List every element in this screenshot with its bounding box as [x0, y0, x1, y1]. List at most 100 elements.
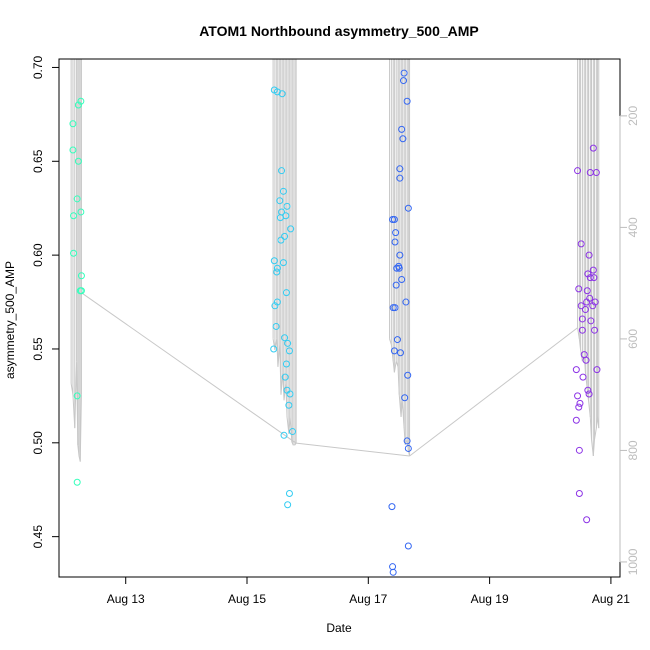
- data-point: [388, 503, 396, 511]
- data-point: [591, 326, 599, 334]
- x-tick-label: Aug 17: [349, 592, 387, 606]
- data-point: [396, 349, 404, 357]
- data-point: [575, 403, 583, 411]
- y2-tick-label: 600: [626, 329, 640, 349]
- data-point: [271, 302, 279, 310]
- data-point: [396, 174, 404, 182]
- data-point: [276, 197, 284, 205]
- y-axis-label: asymmetry_500_AMP: [3, 261, 17, 379]
- data-point: [584, 386, 592, 394]
- data-point: [590, 274, 598, 282]
- data-point: [284, 339, 292, 347]
- data-point: [401, 394, 409, 402]
- data-point: [70, 212, 78, 220]
- data-point: [278, 167, 286, 175]
- data-point: [390, 347, 398, 355]
- data-point: [583, 516, 591, 524]
- data-point: [577, 240, 585, 248]
- data-point: [278, 90, 286, 98]
- data-point: [398, 276, 406, 284]
- y-tick-label: 0.55: [31, 337, 45, 361]
- data-point: [277, 236, 285, 244]
- data-point: [593, 366, 601, 374]
- data-point: [73, 195, 81, 203]
- data-point: [270, 257, 278, 265]
- data-point: [589, 144, 597, 152]
- data-point: [273, 298, 281, 306]
- data-point: [389, 568, 397, 576]
- data-point: [404, 542, 412, 550]
- data-point: [284, 501, 292, 509]
- data-point: [398, 125, 406, 133]
- data-point: [280, 431, 288, 439]
- data-point: [586, 274, 594, 282]
- data-point: [390, 215, 398, 223]
- data-point: [272, 322, 280, 330]
- data-point: [283, 202, 291, 210]
- data-point: [583, 287, 591, 295]
- data-point: [404, 444, 412, 452]
- y-tick-label: 0.60: [31, 243, 45, 267]
- data-point: [583, 298, 591, 306]
- data-point: [73, 392, 81, 400]
- data-point: [579, 373, 587, 381]
- data-point: [399, 77, 407, 85]
- data-point: [288, 428, 296, 436]
- data-point: [389, 215, 397, 223]
- data-point: [392, 281, 400, 289]
- x-tick-label: Aug 15: [228, 592, 266, 606]
- data-point: [587, 317, 595, 325]
- data-point: [582, 356, 590, 364]
- data-point: [389, 304, 397, 312]
- y-axis-left: 0.45 0.50 0.55 0.60 0.65 0.70: [31, 55, 60, 548]
- data-point: [391, 238, 399, 246]
- y-tick-label: 0.50: [31, 431, 45, 455]
- data-point: [575, 285, 583, 293]
- data-point: [576, 399, 584, 407]
- data-point: [285, 401, 293, 409]
- data-point: [403, 97, 411, 105]
- plot-frame: [58, 58, 621, 578]
- data-point: [392, 229, 400, 237]
- trace-connector: [296, 442, 410, 457]
- data-point: [285, 489, 293, 497]
- data-point: [273, 88, 281, 96]
- y2-tick-label: 1000: [626, 548, 640, 575]
- data-point: [578, 315, 586, 323]
- data-point: [77, 208, 85, 216]
- data-point: [574, 392, 582, 400]
- data-point: [574, 167, 582, 175]
- x-axis-label: Date: [326, 621, 352, 635]
- data-point: [282, 360, 290, 368]
- data-point: [285, 347, 293, 355]
- y2-tick-label: 800: [626, 440, 640, 460]
- data-point: [70, 249, 78, 257]
- data-point: [575, 446, 583, 454]
- data-point: [273, 264, 281, 272]
- data-point: [282, 289, 290, 297]
- trace-segment: [70, 361, 82, 462]
- data-point: [572, 416, 580, 424]
- y2-tick-label: 200: [626, 106, 640, 126]
- data-point: [69, 120, 77, 128]
- data-point: [391, 304, 399, 312]
- trace-segment: [389, 338, 411, 457]
- trace-connector: [81, 292, 297, 444]
- data-point: [403, 437, 411, 445]
- data-point: [282, 212, 290, 220]
- data-point: [400, 69, 408, 77]
- data-point: [77, 272, 85, 280]
- data-point: [584, 270, 592, 278]
- x-axis: Aug 13 Aug 15 Aug 17 Aug 19 Aug 21: [107, 576, 630, 606]
- data-point: [69, 146, 77, 154]
- data-point: [591, 298, 599, 306]
- data-point: [270, 345, 278, 353]
- data-point: [404, 204, 412, 212]
- y-tick-label: 0.70: [31, 55, 45, 79]
- trace-connector: [409, 327, 578, 457]
- y2-tick-label: 400: [626, 217, 640, 237]
- data-point: [74, 157, 82, 165]
- data-point: [281, 334, 289, 342]
- data-point: [589, 266, 597, 274]
- x-tick-label: Aug 19: [471, 592, 509, 606]
